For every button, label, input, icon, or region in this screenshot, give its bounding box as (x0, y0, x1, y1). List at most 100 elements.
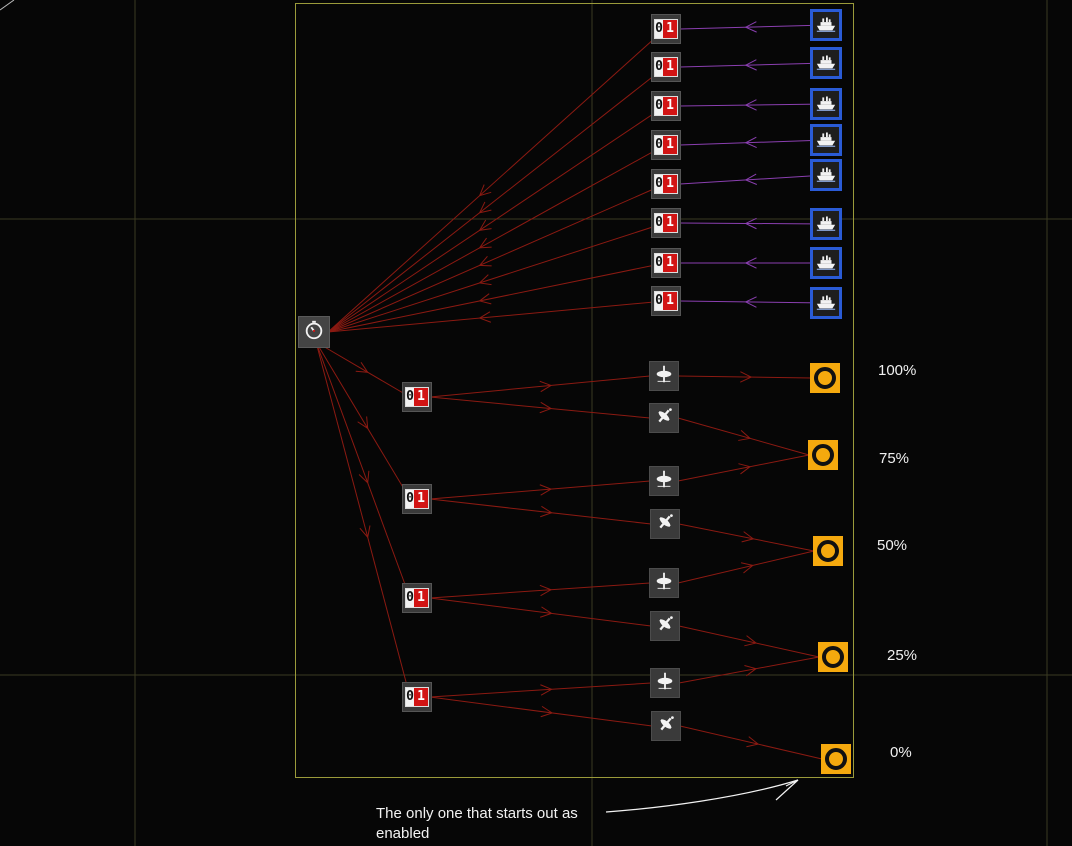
counter-digit-1: 1 (414, 388, 428, 406)
wire-arrow (744, 99, 757, 111)
spinning-top-icon (653, 363, 675, 389)
ship-icon (815, 250, 837, 276)
wire (677, 454, 810, 482)
ship-node[interactable] (810, 208, 842, 240)
wire (429, 597, 652, 627)
wire (315, 341, 411, 698)
ship-node[interactable] (810, 47, 842, 79)
counter-digit-1: 1 (663, 292, 677, 310)
counter-digit-1: 1 (414, 688, 428, 706)
wire (679, 222, 827, 225)
annotation-text: The only one that starts out as enabled (376, 805, 578, 842)
wire-arrow (738, 430, 752, 441)
wire-arrow (539, 401, 553, 414)
ship-node[interactable] (810, 88, 842, 120)
annotation-pointer-head (775, 779, 799, 801)
spinner-node[interactable] (649, 361, 679, 391)
ship-node[interactable] (810, 247, 842, 279)
wire (429, 682, 652, 698)
wire (677, 417, 810, 456)
wire-arrow (744, 217, 757, 230)
wire-arrow (478, 311, 492, 323)
target-node[interactable] (810, 363, 840, 393)
ship-node[interactable] (810, 159, 842, 191)
target-node[interactable] (818, 642, 848, 672)
tilted-spinner-node[interactable] (650, 509, 680, 539)
wire (679, 725, 823, 760)
wire-arrow (478, 237, 492, 249)
wire-arrow (478, 201, 492, 214)
ship-node[interactable] (810, 287, 842, 319)
spinner-node[interactable] (649, 568, 679, 598)
wire (327, 105, 666, 333)
wire-arrow (478, 255, 492, 267)
ship-node[interactable] (810, 9, 842, 41)
wire (429, 696, 653, 727)
wire-arrow (478, 184, 492, 197)
wire-arrow (738, 463, 752, 475)
wire-arrow (539, 380, 553, 393)
spinning-top-icon (653, 468, 675, 494)
wire-arrow (744, 257, 757, 269)
wire-arrow (540, 606, 553, 618)
wire-arrow (355, 362, 369, 373)
wire (429, 375, 651, 398)
ship-icon (815, 162, 837, 188)
target-node[interactable] (821, 744, 851, 774)
spinner-node[interactable] (649, 466, 679, 496)
counter-digit-0: 0 (655, 20, 663, 38)
wire (327, 144, 666, 333)
spinner-node[interactable] (650, 668, 680, 698)
wire-arrow (744, 296, 757, 308)
wire-arrow (540, 505, 553, 518)
tilted-spinner-node[interactable] (651, 711, 681, 741)
counter-digit-0: 0 (406, 589, 414, 607)
ship-icon (815, 12, 837, 38)
percent-label: 0% (890, 744, 912, 761)
wire-arrow (540, 705, 554, 718)
target-node[interactable] (808, 440, 838, 470)
ship-node[interactable] (810, 124, 842, 156)
ship-icon (815, 50, 837, 76)
wire (315, 341, 411, 599)
wire-arrow (359, 525, 371, 539)
wire (327, 66, 666, 333)
target-node[interactable] (813, 536, 843, 566)
target-ring-icon (825, 748, 847, 770)
ship-icon (815, 127, 837, 153)
percent-label: 50% (877, 537, 908, 554)
wire (677, 375, 812, 379)
wire (429, 480, 651, 500)
tilted-spinner-node[interactable] (650, 611, 680, 641)
counter-digit-0: 0 (406, 490, 414, 508)
wire (679, 103, 827, 107)
timer-node[interactable] (298, 316, 330, 348)
wire-arrow (358, 470, 370, 484)
counter-digit-0: 0 (655, 136, 663, 154)
wire-arrow (744, 59, 757, 71)
annotation-pointer (605, 779, 799, 813)
wire (679, 24, 827, 30)
tilted-spinner-node[interactable] (649, 403, 679, 433)
counter-digit-0: 0 (655, 214, 663, 232)
wire (678, 656, 820, 684)
